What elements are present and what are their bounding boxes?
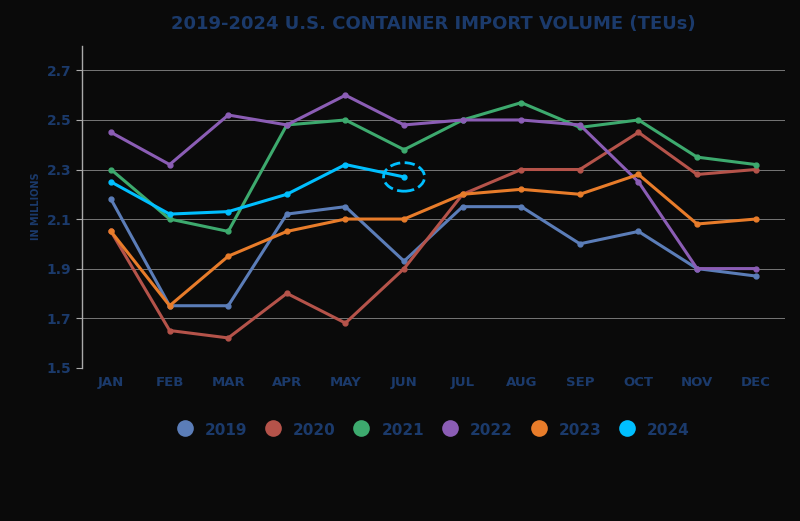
Title: 2019-2024 U.S. CONTAINER IMPORT VOLUME (TEUs): 2019-2024 U.S. CONTAINER IMPORT VOLUME (…: [171, 15, 696, 33]
Y-axis label: IN MILLIONS: IN MILLIONS: [31, 173, 41, 241]
Legend: 2019, 2020, 2021, 2022, 2023, 2024: 2019, 2020, 2021, 2022, 2023, 2024: [170, 416, 696, 444]
